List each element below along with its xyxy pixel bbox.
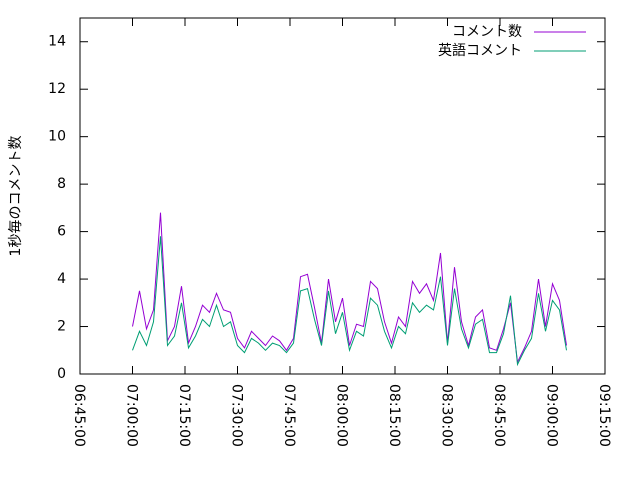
x-tick-label: 08:30:00 (439, 384, 455, 447)
y-tick-label: 12 (48, 81, 66, 97)
y-tick-label: 4 (57, 271, 66, 287)
y-tick-label: 8 (57, 176, 66, 192)
legend-label: コメント数 (452, 24, 522, 40)
x-tick-label: 08:00:00 (334, 384, 350, 447)
x-tick-label: 09:00:00 (544, 384, 560, 447)
y-tick-label: 10 (48, 129, 66, 145)
legend-label: 英語コメント (438, 42, 522, 59)
x-tick-label: 09:15:00 (596, 384, 612, 447)
series-line (132, 212, 567, 364)
x-tick-label: 07:15:00 (176, 384, 192, 447)
x-tick-label: 08:45:00 (491, 384, 507, 447)
x-tick-label: 07:00:00 (124, 384, 140, 447)
x-tick-label: 07:45:00 (281, 384, 297, 447)
y-tick-label: 2 (57, 319, 66, 335)
y-tick-label: 0 (57, 366, 66, 382)
x-tick-label: 06:45:00 (71, 384, 87, 447)
y-axis-label: 1秒毎のコメント数 (8, 136, 24, 257)
y-tick-label: 14 (48, 34, 66, 50)
x-tick-label: 07:30:00 (229, 384, 245, 447)
x-tick-label: 08:15:00 (386, 384, 402, 447)
plot-frame (79, 17, 606, 375)
series-line (132, 236, 567, 367)
y-tick-label: 6 (57, 224, 66, 240)
